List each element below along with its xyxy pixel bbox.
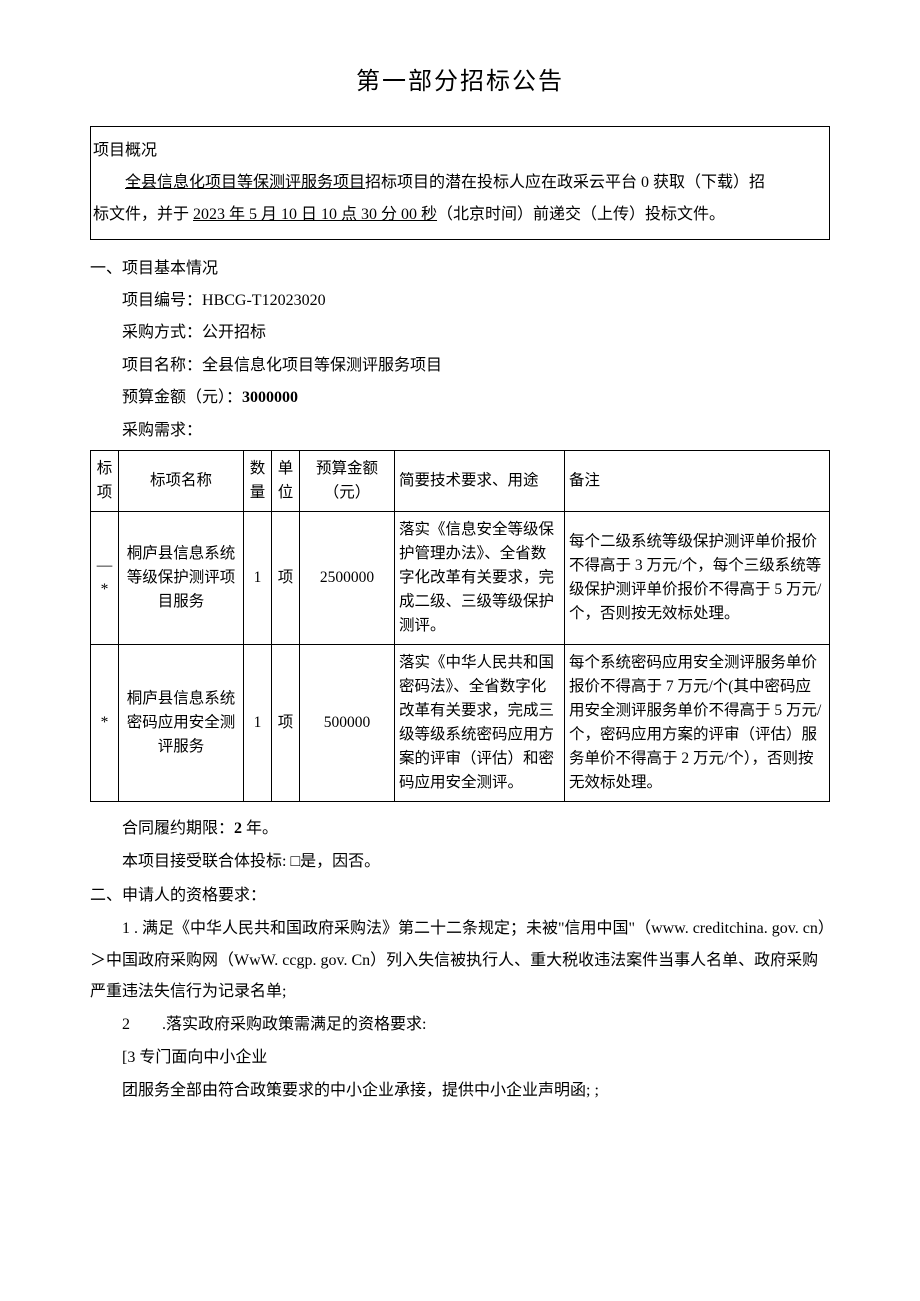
section1-heading: 一、项目基本情况 [90,254,830,284]
req-item-2b: 团服务全部由符合政策要求的中小企业承接，提供中小企业声明函; ; [90,1075,830,1106]
budget-value: 3000000 [242,389,298,406]
overview-project-name: 全县信息化项目等保测评服务项目 [125,174,365,191]
th-idx: 标项 [91,450,119,511]
req-item-1: 1 . 满足《中华人民共和国政府采购法》第二十二条规定；未被"信用中国"（www… [90,913,830,1007]
contract-period-post: 年。 [242,820,278,837]
project-name-value: 全县信息化项目等保测评服务项目 [202,357,442,374]
cell-budget: 500000 [300,645,395,802]
overview-line2-suffix: （北京时间）前递交（上传）投标文件。 [437,206,725,223]
method-value: 公开招标 [202,324,266,341]
section2-heading: 二、申请人的资格要求： [90,881,830,911]
cell-qty: 1 [244,511,272,644]
procurement-table: 标项 标项名称 数量 单位 预算金额（元） 简要技术要求、用途 备注 —* 桐庐… [90,450,830,802]
budget-label: 预算金额（元）： [122,389,242,406]
overview-line2: 标文件，并于 2023 年 5 月 10 日 10 点 30 分 00 秒（北京… [93,199,827,231]
th-name: 标项名称 [119,450,244,511]
req-item-2: 2 .落实政府采购政策需满足的资格要求: [90,1009,830,1040]
project-no-value: HBCG-T12023020 [202,292,326,309]
overview-line1: 全县信息化项目等保测评服务项目招标项目的潜在投标人应在政采云平台 0 获取（下载… [93,167,827,199]
th-remark: 备注 [565,450,830,511]
th-tech: 简要技术要求、用途 [395,450,565,511]
procurement-method-line: 采购方式：公开招标 [90,318,830,348]
method-label: 采购方式： [122,324,202,341]
table-row: * 桐庐县信息系统密码应用安全测评服务 1 项 500000 落实《中华人民共和… [91,645,830,802]
overview-deadline: 2023 年 5 月 10 日 10 点 30 分 00 秒 [193,206,437,223]
consortium-line: 本项目接受联合体投标: □是，因否。 [90,847,830,877]
cell-unit: 项 [272,645,300,802]
cell-name: 桐庐县信息系统密码应用安全测评服务 [119,645,244,802]
cell-tech: 落实《中华人民共和国密码法》、全省数字化改革有关要求，完成三级等级系统密码应用方… [395,645,565,802]
overview-label: 项目概况 [93,135,827,167]
cell-name: 桐庐县信息系统等级保护测评项目服务 [119,511,244,644]
th-budget: 预算金额（元） [300,450,395,511]
req-item-2a: [3 专门面向中小企业 [90,1042,830,1073]
cell-qty: 1 [244,645,272,802]
th-qty: 数量 [244,450,272,511]
cell-remark: 每个系统密码应用安全测评服务单价报价不得高于 7 万元/个(其中密码应用安全测评… [565,645,830,802]
th-unit: 单位 [272,450,300,511]
overview-mid1: 招标项目的潜在投标人应在政采云平台 0 获取（下载）招 [365,174,765,191]
overview-box: 项目概况 全县信息化项目等保测评服务项目招标项目的潜在投标人应在政采云平台 0 … [90,126,830,240]
table-row: —* 桐庐县信息系统等级保护测评项目服务 1 项 2500000 落实《信息安全… [91,511,830,644]
contract-period-line: 合同履约期限：2 年。 [90,814,830,844]
cell-budget: 2500000 [300,511,395,644]
cell-tech: 落实《信息安全等级保护管理办法》、全省数字化改革有关要求，完成二级、三级等级保护… [395,511,565,644]
budget-line: 预算金额（元）：3000000 [90,383,830,413]
contract-period-pre: 合同履约期限： [122,820,234,837]
cell-unit: 项 [272,511,300,644]
project-no-line: 项目编号：HBCG-T12023020 [90,286,830,316]
overview-line2-prefix: 标文件，并于 [93,206,193,223]
demand-label: 采购需求： [90,416,830,446]
table-header-row: 标项 标项名称 数量 单位 预算金额（元） 简要技术要求、用途 备注 [91,450,830,511]
contract-period-bold: 2 [234,820,242,837]
cell-idx: —* [91,511,119,644]
cell-idx: * [91,645,119,802]
project-name-label: 项目名称： [122,357,202,374]
project-no-label: 项目编号： [122,292,202,309]
cell-remark: 每个二级系统等级保护测评单价报价不得高于 3 万元/个，每个三级系统等级保护测评… [565,511,830,644]
page-title: 第一部分招标公告 [90,60,830,106]
project-name-line: 项目名称：全县信息化项目等保测评服务项目 [90,351,830,381]
